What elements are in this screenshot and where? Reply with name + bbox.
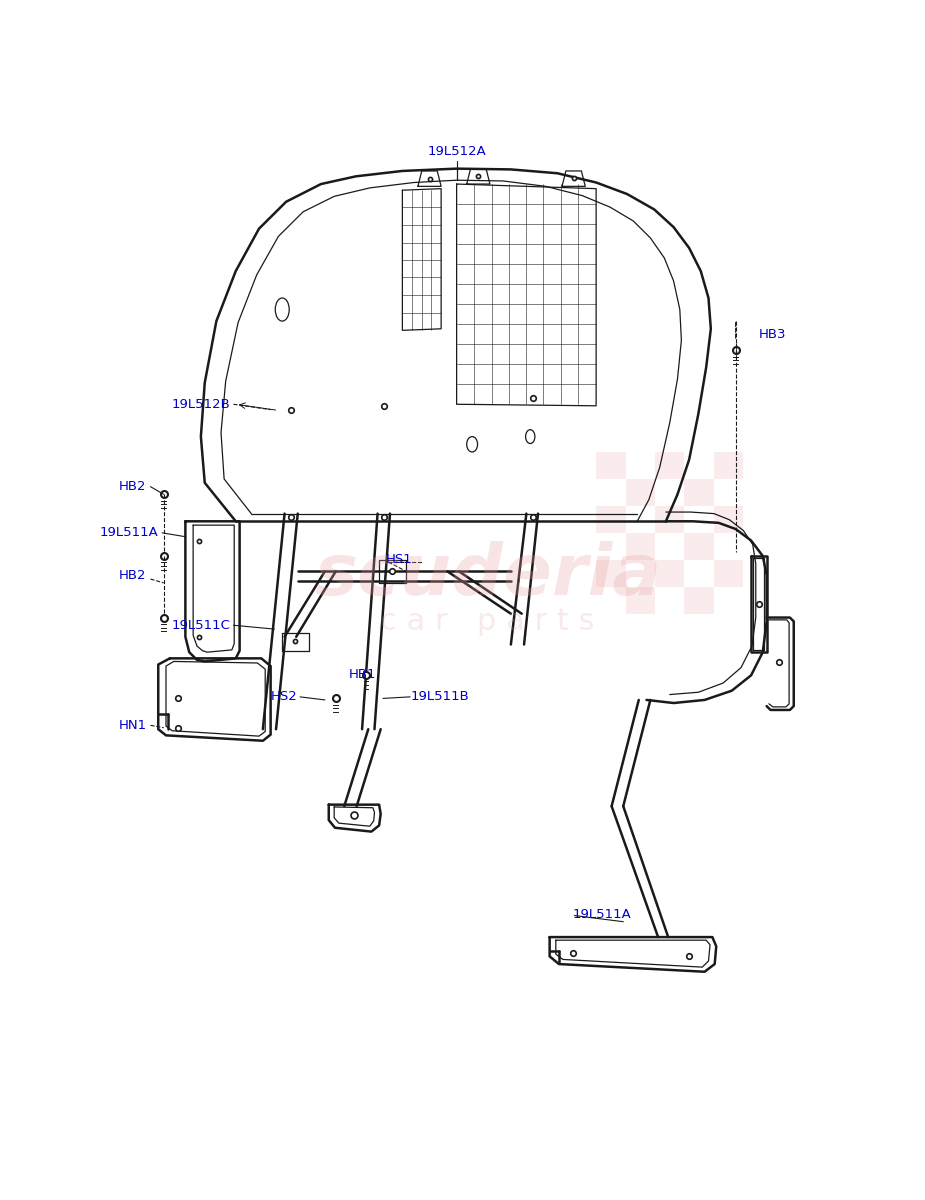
- Bar: [596, 506, 625, 533]
- Text: 19L511B: 19L511B: [410, 690, 469, 703]
- Bar: [714, 452, 744, 479]
- Bar: [684, 479, 714, 506]
- Text: HB1: HB1: [349, 667, 376, 680]
- Text: HN1: HN1: [118, 719, 147, 732]
- Text: 19L512B: 19L512B: [171, 397, 230, 410]
- Text: 19L511A: 19L511A: [573, 907, 632, 920]
- Text: HS1: HS1: [386, 553, 412, 566]
- Bar: [625, 533, 655, 559]
- Text: c a r   p a r t s: c a r p a r t s: [380, 607, 595, 636]
- Text: 19L511C: 19L511C: [171, 619, 230, 631]
- Bar: [714, 559, 744, 587]
- Text: HB2: HB2: [119, 569, 147, 582]
- Bar: [714, 506, 744, 533]
- Bar: [625, 479, 655, 506]
- Text: HS2: HS2: [271, 690, 298, 703]
- Bar: [596, 559, 625, 587]
- Bar: [684, 587, 714, 613]
- Text: 19L511A: 19L511A: [100, 527, 158, 539]
- Bar: [655, 559, 684, 587]
- Bar: [625, 587, 655, 613]
- Text: HB3: HB3: [758, 329, 786, 342]
- Bar: [684, 533, 714, 559]
- Bar: [655, 506, 684, 533]
- Text: HB2: HB2: [119, 480, 147, 493]
- Text: 19L512A: 19L512A: [427, 145, 486, 158]
- Bar: [596, 452, 625, 479]
- Text: scuderia: scuderia: [314, 541, 661, 610]
- Bar: [655, 452, 684, 479]
